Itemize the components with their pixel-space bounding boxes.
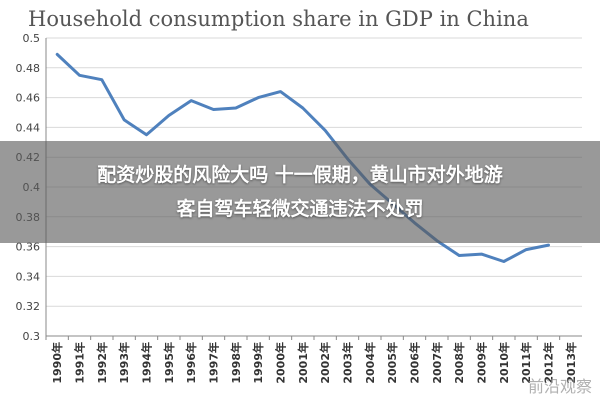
x-tick-label: 2004年 — [363, 342, 377, 384]
series-lines — [55, 52, 550, 263]
watermark: 前沿观察 — [527, 377, 592, 396]
x-tick-label: 1995年 — [162, 342, 176, 384]
x-tick-label: 2000年 — [274, 342, 288, 384]
x-tick-label: 2010年 — [497, 342, 511, 384]
x-tick-label: 1993年 — [117, 342, 131, 384]
x-tick-label: 2002年 — [318, 342, 332, 384]
x-tick-label: 2012年 — [542, 342, 556, 384]
headline-line-1: 配资炒股的风险大吗 十一假期，黄山市对外地游 — [97, 164, 503, 186]
x-tick-label: 2008年 — [452, 342, 466, 384]
x-tick-label: 1998年 — [229, 342, 243, 384]
y-tick-label: 0.48 — [16, 62, 41, 75]
x-tick-label: 2011年 — [519, 342, 533, 384]
y-tick-label: 0.46 — [16, 92, 41, 105]
y-tick-label: 0.32 — [16, 300, 41, 313]
y-tick-label: 0.3 — [23, 330, 41, 343]
x-tick-label: 2009年 — [475, 342, 489, 384]
chart-title: Household consumption share in GDP in Ch… — [28, 7, 529, 31]
y-tick-label: 0.44 — [16, 121, 41, 134]
y-tick-label: 0.36 — [16, 241, 41, 254]
headline-banner: 配资炒股的风险大吗 十一假期，黄山市对外地游 客自驾车轻微交通违法不处罚 — [0, 141, 600, 243]
x-tick-label: 1999年 — [251, 342, 265, 384]
x-tick-label: 1994年 — [140, 342, 154, 384]
x-tick-label: 1997年 — [207, 342, 221, 384]
x-tick-labels: 1990年 1991年 1992年 1993年 1994年 1995年 1996年 1997年… — [50, 342, 578, 384]
headline-line-2: 客自驾车轻微交通违法不处罚 — [176, 198, 424, 220]
x-tick-label: 1992年 — [95, 342, 109, 384]
x-tick-label: 2001年 — [296, 342, 310, 384]
y-tick-label: 0.34 — [16, 270, 41, 283]
x-tick-label: 2006年 — [408, 342, 422, 384]
x-tick-label: 1990年 — [50, 342, 64, 384]
x-tick-label: 1991年 — [73, 342, 87, 384]
x-tick-label: 2007年 — [430, 342, 444, 384]
y-tick-label: 0.5 — [23, 32, 41, 45]
x-tick-label: 1996年 — [184, 342, 198, 384]
x-tick-label: 2005年 — [385, 342, 399, 384]
series-line-0 — [55, 52, 550, 263]
x-tick-label: 2013年 — [564, 342, 578, 384]
x-tick-label: 2003年 — [341, 342, 355, 384]
